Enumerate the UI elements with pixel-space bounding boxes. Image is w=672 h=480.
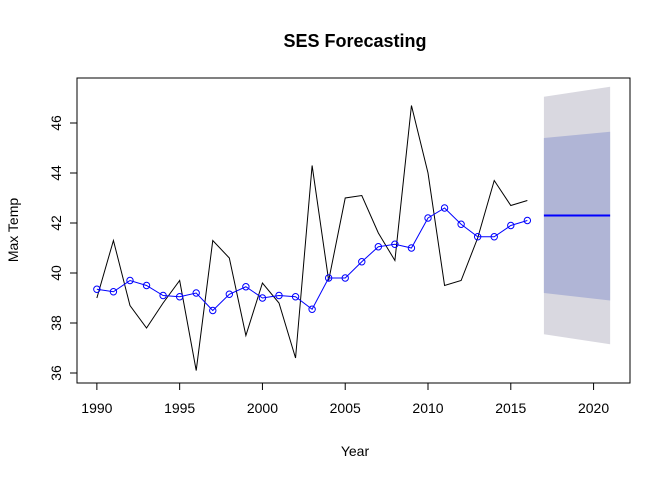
plot-area <box>93 86 611 371</box>
fitted-point <box>242 283 250 291</box>
y-tick-label: 38 <box>48 315 64 331</box>
fitted-point <box>473 233 482 241</box>
fitted-point <box>159 291 167 300</box>
chart-title: SES Forecasting <box>283 31 426 51</box>
x-tick-label: 2020 <box>578 400 609 416</box>
fitted-point <box>308 305 316 313</box>
x-tick-label: 2010 <box>412 400 443 416</box>
fitted-point <box>341 274 349 282</box>
y-axis-label: Max Temp <box>5 198 21 263</box>
fitted-point <box>457 220 465 228</box>
fitted-point <box>109 288 118 296</box>
x-tick-label: 2005 <box>330 400 361 416</box>
fitted-point <box>507 221 515 230</box>
x-axis: 1990 1995 2000 2005 2010 2015 2020 <box>81 382 609 416</box>
fitted-point <box>192 289 200 297</box>
fitted-point <box>490 233 498 241</box>
y-tick-label: 40 <box>48 265 64 281</box>
fitted-point <box>523 216 532 225</box>
x-axis-label: Year <box>341 443 370 459</box>
x-tick-label: 1995 <box>164 400 195 416</box>
y-tick-label: 46 <box>48 115 64 131</box>
y-tick-label: 36 <box>48 365 64 381</box>
fitted-point <box>175 293 184 301</box>
fitted-point <box>93 285 101 293</box>
fitted-point <box>358 258 366 266</box>
fitted-point <box>391 240 399 248</box>
fitted-point <box>275 291 283 300</box>
fitted-point <box>324 274 333 282</box>
y-axis: 36 38 40 42 44 46 <box>48 115 78 381</box>
x-tick-label: 1990 <box>81 400 112 416</box>
fitted-series-line <box>96 207 528 312</box>
fitted-point <box>424 214 432 222</box>
x-tick-label: 2015 <box>495 400 526 416</box>
y-tick-label: 42 <box>48 215 64 231</box>
x-tick-label: 2000 <box>247 400 278 416</box>
y-tick-label: 44 <box>48 165 64 181</box>
fitted-point <box>258 294 267 302</box>
fitted-point <box>209 306 217 315</box>
fitted-point <box>126 276 134 285</box>
fitted-point <box>407 244 416 252</box>
fitted-point <box>225 290 234 298</box>
fitted-point <box>142 281 151 290</box>
fitted-point <box>291 293 300 301</box>
observed-series-line <box>96 105 528 371</box>
fitted-point <box>440 204 449 212</box>
fitted-point <box>374 243 383 251</box>
